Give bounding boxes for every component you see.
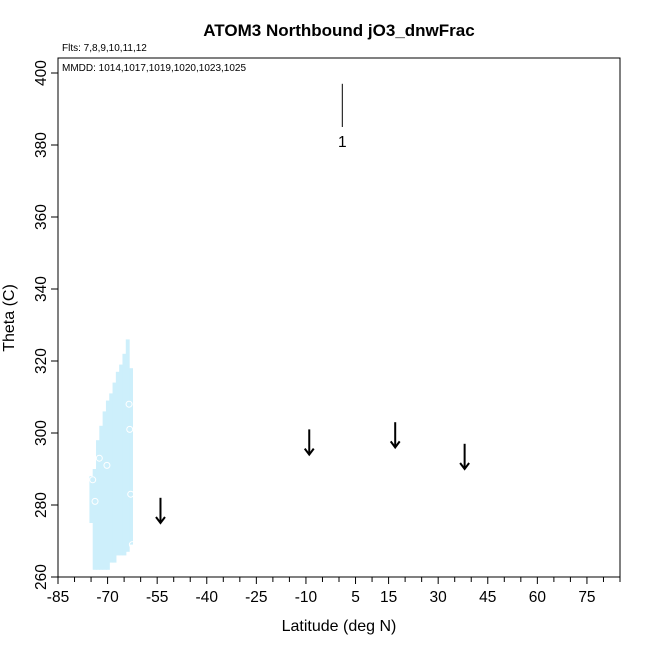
arrow-1	[303, 429, 315, 457]
shade-column-12	[129, 368, 133, 545]
y-tick-label: 260	[33, 564, 50, 590]
y-tick-label: 300	[33, 420, 50, 446]
shade-column-2	[96, 440, 100, 570]
shade-column-1	[92, 469, 97, 570]
x-tick-label: 15	[380, 589, 397, 606]
y-tick-label: 380	[33, 132, 50, 158]
profile-line-label: 1	[338, 134, 347, 151]
open-circles	[89, 400, 136, 549]
shade-column-3	[99, 425, 104, 570]
y-tick-label: 360	[33, 204, 50, 230]
arrow-2	[389, 422, 401, 450]
shade-column-9	[119, 364, 124, 556]
shade-column-10	[122, 353, 127, 556]
shaded-region	[89, 339, 133, 570]
shade-column-8	[115, 371, 120, 556]
x-tick-label: 75	[578, 589, 595, 606]
open-circle-6	[127, 490, 135, 498]
y-axis-label: Theta (C)	[1, 284, 18, 352]
profile-line-group: 1	[338, 83, 347, 151]
arrows	[155, 422, 470, 525]
x-axis-label: Latitude (deg N)	[282, 618, 397, 635]
x-tick-label: -55	[146, 589, 168, 606]
y-tick-label: 400	[33, 60, 50, 86]
open-circle-7	[128, 541, 136, 549]
shade-column-6	[109, 393, 114, 563]
x-tick-label: -10	[295, 589, 318, 606]
x-tick-label: 60	[529, 589, 547, 606]
shade-column-7	[112, 382, 117, 563]
shade-column-5	[105, 400, 110, 570]
x-tick-label: -70	[96, 589, 119, 606]
shade-column-11	[125, 339, 130, 552]
arrow-3	[459, 443, 470, 471]
open-circle-2	[95, 454, 103, 462]
shade-column-0	[89, 476, 94, 523]
arrow-0	[155, 497, 166, 525]
x-tick-label: -40	[196, 589, 219, 606]
open-circle-4	[125, 400, 133, 408]
y-tick-label: 280	[33, 492, 50, 518]
x-tick-label: 30	[430, 589, 448, 606]
open-circle-5	[126, 425, 134, 433]
y-tick-label: 320	[33, 348, 50, 374]
y-tick-label: 340	[33, 276, 50, 302]
open-circle-3	[103, 461, 111, 469]
x-tick-label: 5	[351, 589, 360, 606]
x-axis: -85 -70 -55 -40 -25 -10 5 15 30 45 60 75	[47, 577, 621, 606]
chart-title: ATOM3 Northbound jO3_dnwFrac	[203, 21, 474, 40]
open-circle-0	[89, 476, 97, 484]
open-circle-1	[91, 497, 99, 505]
x-tick-label: -25	[245, 589, 267, 606]
x-tick-label: 45	[479, 589, 496, 606]
y-axis: 260 280 300 320 340 360 380 400	[33, 60, 58, 590]
dates-label: MMDD: 1014,1017,1019,1020,1023,1025	[62, 63, 246, 74]
flights-label: Flts: 7,8,9,10,11,12	[62, 43, 147, 54]
shade-column-4	[102, 411, 107, 570]
x-tick-label: -85	[47, 589, 69, 606]
